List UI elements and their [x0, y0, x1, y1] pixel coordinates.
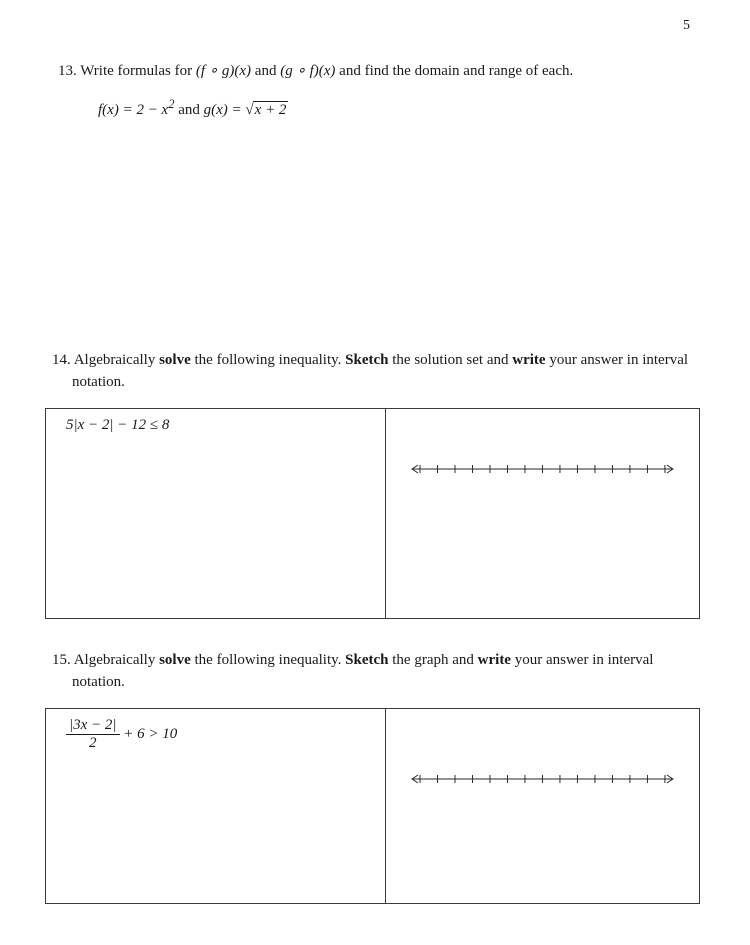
q15-sketch-cell	[386, 708, 700, 903]
q15-fraction: |3x − 2| 2	[66, 717, 120, 752]
q13-sqrt-body: x + 2	[253, 101, 289, 118]
q14-mid2: the solution set and	[389, 352, 513, 368]
q15-write: write	[478, 652, 511, 668]
q13-text-prefix: Write formulas for	[80, 63, 196, 79]
q14-solve: solve	[159, 352, 191, 368]
question-15: 15. Algebraically solve the following in…	[40, 649, 710, 904]
q13-f-def: f(x) = 2 − x2	[98, 102, 174, 118]
q13-prompt: 13. Write formulas for (f ∘ g)(x) and (g…	[58, 60, 710, 83]
q15-mid1: the following inequality.	[191, 652, 345, 668]
q15-work-table: |3x − 2| 2 + 6 > 10	[45, 708, 700, 904]
q14-mid1: the following inequality.	[191, 352, 345, 368]
q14-write: write	[512, 352, 545, 368]
q14-pre: Algebraically	[74, 352, 159, 368]
q15-work-cell: |3x − 2| 2 + 6 > 10	[46, 708, 386, 903]
q13-text-suffix: and find the domain and range of each.	[335, 63, 573, 79]
q15-mid2: the graph and	[389, 652, 478, 668]
q13-g-def: g(x) = x + 2	[204, 102, 289, 118]
q14-prompt: 14. Algebraically solve the following in…	[52, 349, 710, 394]
q13-g-label: g(x) =	[204, 102, 246, 118]
q14-sketch: Sketch	[345, 352, 388, 368]
q15-ineq-tail: + 6 > 10	[120, 726, 178, 742]
q13-f-label: f(x) = 2 − x	[98, 102, 168, 118]
q13-given: f(x) = 2 − x2 and g(x) = x + 2	[98, 97, 710, 119]
number-line-icon	[404, 459, 681, 479]
q15-inequality: |3x − 2| 2 + 6 > 10	[66, 717, 375, 752]
q14-work-table: 5|x − 2| − 12 ≤ 8	[45, 408, 700, 619]
q13-text-mid: and	[251, 63, 280, 79]
q14-inequality: 5|x − 2| − 12 ≤ 8	[66, 417, 375, 434]
q15-solve: solve	[159, 652, 191, 668]
q15-number-line	[404, 769, 681, 794]
q15-frac-den: 2	[66, 735, 120, 752]
q13-expr-fg: (f ∘ g)(x)	[196, 63, 251, 79]
q14-sketch-cell	[386, 408, 700, 618]
page-number: 5	[683, 18, 690, 34]
q13-and: and	[174, 102, 203, 118]
q14-number: 14.	[52, 352, 71, 368]
question-14: 14. Algebraically solve the following in…	[40, 349, 710, 619]
q15-number: 15.	[52, 652, 71, 668]
q15-pre: Algebraically	[74, 652, 159, 668]
q15-frac-num: |3x − 2|	[66, 717, 120, 735]
question-13: 13. Write formulas for (f ∘ g)(x) and (g…	[40, 60, 710, 119]
q14-work-cell: 5|x − 2| − 12 ≤ 8	[46, 408, 386, 618]
sqrt-icon: x + 2	[245, 102, 288, 119]
q13-number: 13.	[58, 63, 77, 79]
number-line-icon	[404, 769, 681, 789]
q13-expr-gf: (g ∘ f)(x)	[280, 63, 335, 79]
q15-prompt: 15. Algebraically solve the following in…	[52, 649, 710, 694]
q14-number-line	[404, 459, 681, 484]
q15-sketch: Sketch	[345, 652, 388, 668]
